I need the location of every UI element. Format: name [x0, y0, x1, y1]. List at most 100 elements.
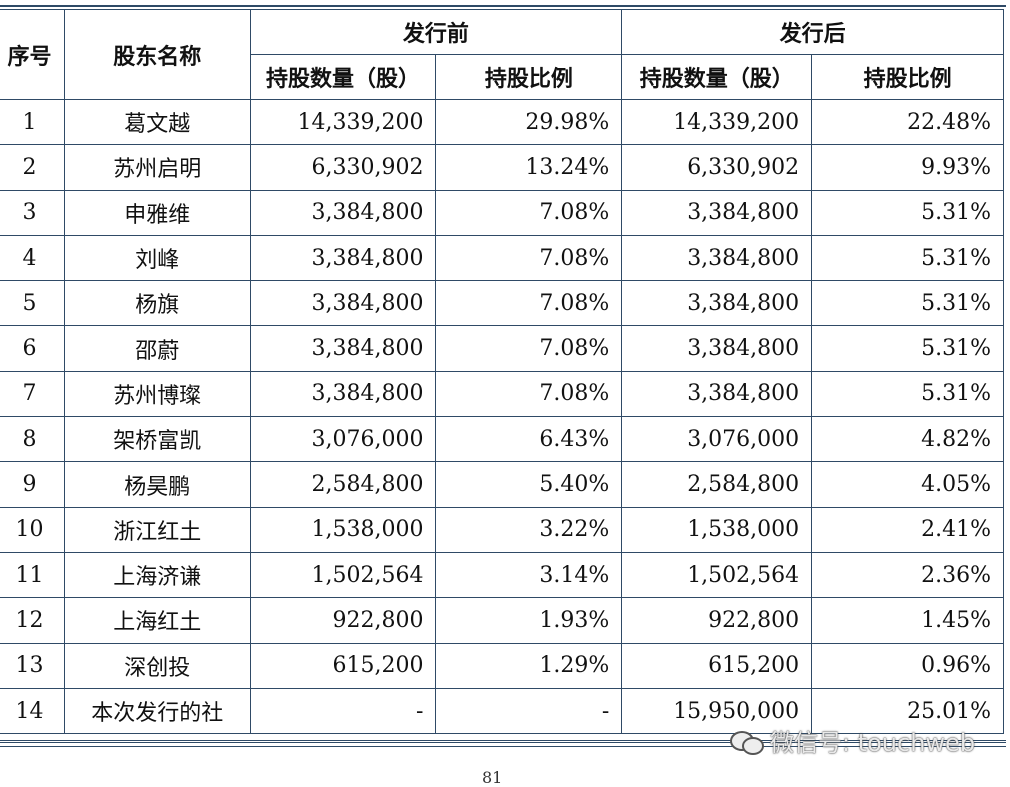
cell-name: 苏州博璨 [63, 370, 251, 418]
watermark-text: 微信号: touchweb [770, 729, 976, 757]
table-row: 7 苏州博璨 3,384,800 7.08% 3,384,800 5.31% [0, 370, 1004, 418]
cell-index: 3 [0, 189, 65, 236]
cell-before-ratio: 29.98% [435, 98, 623, 146]
cell-before-shares: 3,384,800 [249, 280, 437, 327]
cell-index: 12 [0, 597, 65, 644]
cell-index: 11 [0, 551, 65, 599]
cell-before-ratio: 7.08% [435, 189, 623, 236]
cell-after-shares: 3,384,800 [621, 189, 813, 236]
cell-name: 本次发行的社 [63, 687, 251, 735]
cell-index: 7 [0, 370, 65, 418]
cell-after-shares: 3,384,800 [621, 370, 813, 418]
cell-after-ratio: 4.82% [811, 416, 1004, 463]
table-row: 5 杨旗 3,384,800 7.08% 3,384,800 5.31% [0, 280, 1004, 327]
table-row: 9 杨昊鹏 2,584,800 5.40% 2,584,800 4.05% [0, 461, 1004, 508]
cell-after-shares: 1,502,564 [621, 551, 813, 599]
header-after-ratio: 持股比例 [811, 54, 1004, 100]
table-row: 10 浙江红土 1,538,000 3.22% 1,538,000 2.41% [0, 506, 1004, 553]
table-row: 11 上海济谦 1,502,564 3.14% 1,502,564 2.36% [0, 551, 1004, 599]
cell-before-shares: 2,584,800 [249, 461, 437, 508]
cell-before-shares: 3,384,800 [249, 325, 437, 372]
cell-index: 2 [0, 144, 65, 191]
cell-name: 苏州启明 [63, 144, 251, 191]
cell-before-ratio: 3.22% [435, 506, 623, 553]
cell-after-ratio: 5.31% [811, 234, 1004, 282]
cell-name: 葛文越 [63, 98, 251, 146]
cell-after-shares: 2,584,800 [621, 461, 813, 508]
cell-before-shares: 922,800 [249, 597, 437, 644]
cell-name: 杨昊鹏 [63, 461, 251, 508]
shareholder-table: 序号 股东名称 发行前 发行后 持股数量（股） 持股比例 持股数量（股） 持股比… [0, 9, 1004, 735]
cell-name: 刘峰 [63, 234, 251, 282]
cell-before-shares: 3,076,000 [249, 416, 437, 463]
cell-after-shares: 1,538,000 [621, 506, 813, 553]
cell-before-shares: 3,384,800 [249, 189, 437, 236]
cell-before-shares: 1,502,564 [249, 551, 437, 599]
cell-index: 10 [0, 506, 65, 553]
table-row: 2 苏州启明 6,330,902 13.24% 6,330,902 9.93% [0, 144, 1004, 191]
cell-name: 上海红土 [63, 597, 251, 644]
cell-after-ratio: 1.45% [811, 597, 1004, 644]
cell-before-ratio: 7.08% [435, 234, 623, 282]
cell-before-shares: 3,384,800 [249, 370, 437, 418]
table-row: 14 本次发行的社 - -15,950,000 25.01% [0, 687, 1004, 735]
header-before-ratio: 持股比例 [435, 54, 623, 100]
cell-name: 杨旗 [63, 280, 251, 327]
cell-after-shares: 14,339,200 [621, 98, 813, 146]
cell-after-ratio: 2.36% [811, 551, 1004, 599]
cell-before-shares: 14,339,200 [249, 98, 437, 146]
header-name: 股东名称 [63, 9, 251, 100]
header-after: 发行后 [621, 9, 1004, 55]
cell-after-shares: 3,384,800 [621, 325, 813, 372]
table-row: 3 申雅维 3,384,800 7.08% 3,384,800 5.31% [0, 189, 1004, 236]
cell-before-ratio: 6.43% [435, 416, 623, 463]
cell-after-ratio: 5.31% [811, 370, 1004, 418]
cell-name: 架桥富凯 [63, 416, 251, 463]
page-number: 81 [482, 768, 503, 787]
cell-after-ratio: 9.93% [811, 144, 1004, 191]
cell-before-ratio: 13.24% [435, 144, 623, 191]
cell-name: 申雅维 [63, 189, 251, 236]
cell-before-ratio: 1.93% [435, 597, 623, 644]
table-row: 1 葛文越 14,339,200 29.98% 14,339,200 22.48% [0, 98, 1004, 146]
header-before-shares: 持股数量（股） [249, 54, 437, 100]
watermark: 微信号: touchweb [730, 723, 975, 758]
cell-after-ratio: 4.05% [811, 461, 1004, 508]
table-top-rule [0, 5, 1006, 7]
cell-after-ratio: 5.31% [811, 189, 1004, 236]
cell-index: 13 [0, 642, 65, 689]
table-row: 6 邵蔚 3,384,800 7.08% 3,384,800 5.31% [0, 325, 1004, 372]
cell-after-shares: 3,384,800 [621, 234, 813, 282]
cell-name: 上海济谦 [63, 551, 251, 599]
cell-after-shares: 3,384,800 [621, 280, 813, 327]
cell-before-ratio: 5.40% [435, 461, 623, 508]
cell-after-shares: 15,950,000 [621, 687, 813, 735]
cell-name: 邵蔚 [63, 325, 251, 372]
table-row: 13 深创投 615,200 1.29% 615,200 0.96% [0, 642, 1004, 689]
header-index: 序号 [0, 9, 65, 100]
cell-before-ratio: 3.14% [435, 551, 623, 599]
cell-before-ratio: 7.08% [435, 370, 623, 418]
cell-index: 6 [0, 325, 65, 372]
cell-after-ratio: 5.31% [811, 325, 1004, 372]
cell-before-ratio: 7.08% [435, 280, 623, 327]
cell-index: 9 [0, 461, 65, 508]
cell-after-shares: 615,200 [621, 642, 813, 689]
table-row: 4 刘峰 3,384,800 7.08% 3,384,800 5.31% [0, 234, 1004, 282]
table-row: 12 上海红土 922,800 1.93% 922,800 1.45% [0, 597, 1004, 644]
cell-index: 1 [0, 98, 65, 146]
header-after-shares: 持股数量（股） [621, 54, 813, 100]
cell-before-ratio: 1.29% [435, 642, 623, 689]
cell-after-ratio: 25.01% [811, 687, 1004, 735]
header-before: 发行前 [249, 9, 623, 55]
cell-index: 14 [0, 687, 65, 735]
cell-name: 浙江红土 [63, 506, 251, 553]
cell-before-shares: 615,200 [249, 642, 437, 689]
table-row: 8 架桥富凯 3,076,000 6.43% 3,076,000 4.82% [0, 416, 1004, 463]
table-bottom-rule [0, 740, 1006, 747]
cell-after-ratio: 0.96% [811, 642, 1004, 689]
cell-after-shares: 6,330,902 [621, 144, 813, 191]
cell-before-ratio: - [435, 687, 623, 735]
cell-after-ratio: 5.31% [811, 280, 1004, 327]
cell-index: 4 [0, 234, 65, 282]
